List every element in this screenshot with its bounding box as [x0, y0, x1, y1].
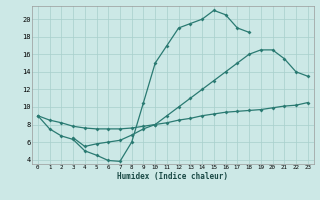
X-axis label: Humidex (Indice chaleur): Humidex (Indice chaleur) — [117, 172, 228, 181]
